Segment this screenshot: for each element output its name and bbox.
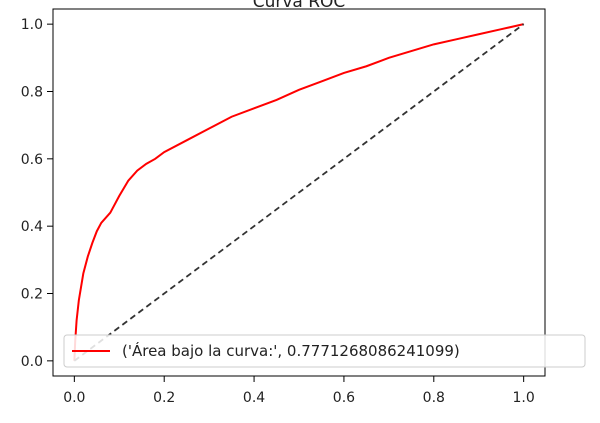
x-tick-label: 0.4 [243, 390, 265, 406]
diagonal-reference-line [73, 23, 525, 362]
y-tick-label: 0.0 [21, 354, 43, 370]
legend-label: ('Área bajo la curva:', 0.77712680862410… [122, 341, 460, 360]
y-tick-label: 0.2 [21, 287, 43, 303]
legend-box [63, 334, 586, 368]
chart-title: Curva ROC [253, 0, 346, 12]
x-tick-label: 0.2 [153, 390, 175, 406]
x-tick-label: 1.0 [513, 390, 535, 406]
x-tick-label: 0.8 [423, 390, 445, 406]
y-tick-label: 0.4 [21, 219, 43, 235]
y-tick-label: 1.0 [21, 17, 43, 33]
roc-curve-line [73, 23, 524, 361]
axes-frame [52, 8, 546, 377]
x-tick-label: 0.6 [333, 390, 355, 406]
y-tick-label: 0.8 [21, 84, 43, 100]
x-tick-label: 0.0 [63, 390, 85, 406]
legend: ('Área bajo la curva:', 0.77712680862410… [63, 334, 586, 368]
plot-area [73, 23, 525, 362]
y-tick-label: 0.6 [21, 152, 43, 168]
axes: 0.0 0.2 0.4 0.6 0.8 1.0 0.0 0.2 0.4 0.6 0.8 1.0 [21, 8, 546, 406]
